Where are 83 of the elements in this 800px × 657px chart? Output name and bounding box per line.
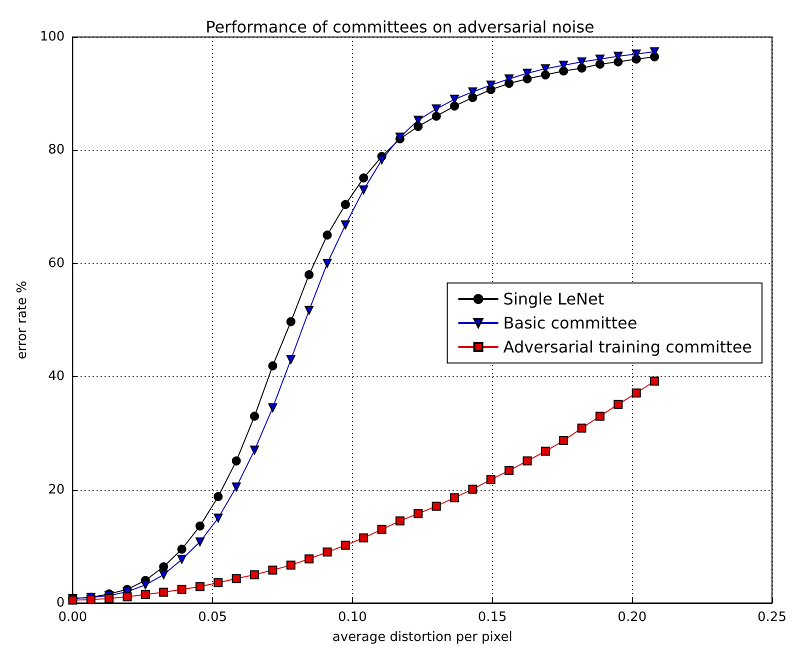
point — [359, 185, 368, 194]
point — [377, 524, 386, 534]
point — [322, 258, 332, 268]
point — [140, 590, 150, 600]
point — [214, 492, 223, 502]
point — [195, 582, 204, 592]
point — [304, 554, 314, 564]
x-tick-label: 0.05 — [198, 610, 228, 625]
point — [286, 355, 296, 364]
point — [359, 173, 368, 182]
x-tick-label: 0.10 — [338, 610, 367, 625]
legend-label: Basic committee — [503, 314, 638, 332]
point — [177, 544, 186, 554]
point — [140, 580, 150, 590]
point — [577, 64, 586, 73]
point — [232, 456, 241, 466]
point — [450, 493, 460, 502]
y-tick-label: 20 — [48, 482, 65, 498]
y-tick-label: 80 — [48, 142, 65, 158]
point — [250, 412, 260, 421]
point — [286, 560, 296, 570]
point — [104, 594, 114, 603]
x-tick-label: 0.15 — [478, 610, 507, 625]
point — [214, 514, 223, 523]
point — [522, 456, 532, 466]
point — [159, 570, 168, 580]
point — [177, 584, 186, 594]
legend-label: Adversarial training committee — [503, 338, 752, 356]
point — [632, 388, 641, 398]
point — [232, 574, 241, 584]
x-tick-label: 0.20 — [618, 610, 647, 625]
point — [304, 306, 314, 315]
point — [214, 578, 223, 588]
point — [614, 400, 623, 409]
point — [650, 376, 660, 386]
point — [250, 570, 260, 580]
point — [159, 588, 168, 597]
x-tick-label: 0.25 — [758, 610, 786, 625]
point — [504, 466, 514, 476]
point — [340, 220, 350, 230]
point — [268, 403, 278, 412]
point — [250, 446, 260, 455]
point — [195, 537, 204, 546]
chart-title: Performance of committees on adversarial noise — [206, 18, 594, 36]
point — [86, 595, 96, 604]
point — [304, 270, 314, 280]
y-tick-label: 60 — [48, 256, 65, 271]
y-tick-label: 40 — [48, 369, 65, 384]
point — [450, 102, 460, 111]
point — [268, 566, 278, 575]
point — [595, 412, 604, 421]
y-axis-title: error rate % — [15, 280, 30, 360]
point — [322, 230, 332, 240]
point — [340, 540, 350, 550]
point — [486, 475, 496, 484]
point — [159, 562, 168, 572]
point — [122, 592, 132, 602]
point — [286, 317, 296, 326]
point — [559, 66, 568, 76]
point — [559, 436, 568, 446]
x-tick-label: 0.00 — [58, 610, 88, 625]
point — [468, 484, 478, 494]
point — [540, 70, 550, 80]
point — [540, 446, 550, 456]
y-tick-label: 0 — [56, 596, 65, 610]
point — [377, 155, 386, 164]
point — [395, 516, 404, 526]
legend-label: Single LeNet — [503, 290, 604, 308]
point — [432, 502, 441, 511]
point — [232, 482, 241, 492]
point — [195, 522, 204, 531]
y-tick-label: 100 — [40, 30, 65, 44]
point — [614, 57, 623, 66]
point — [359, 533, 368, 542]
point — [414, 509, 423, 518]
point — [577, 424, 586, 433]
point — [414, 122, 423, 131]
point — [268, 361, 278, 370]
point — [340, 200, 350, 210]
point — [322, 548, 332, 557]
point — [177, 554, 186, 564]
x-axis-title: average distortion per pixel — [332, 630, 512, 645]
point — [432, 112, 441, 121]
